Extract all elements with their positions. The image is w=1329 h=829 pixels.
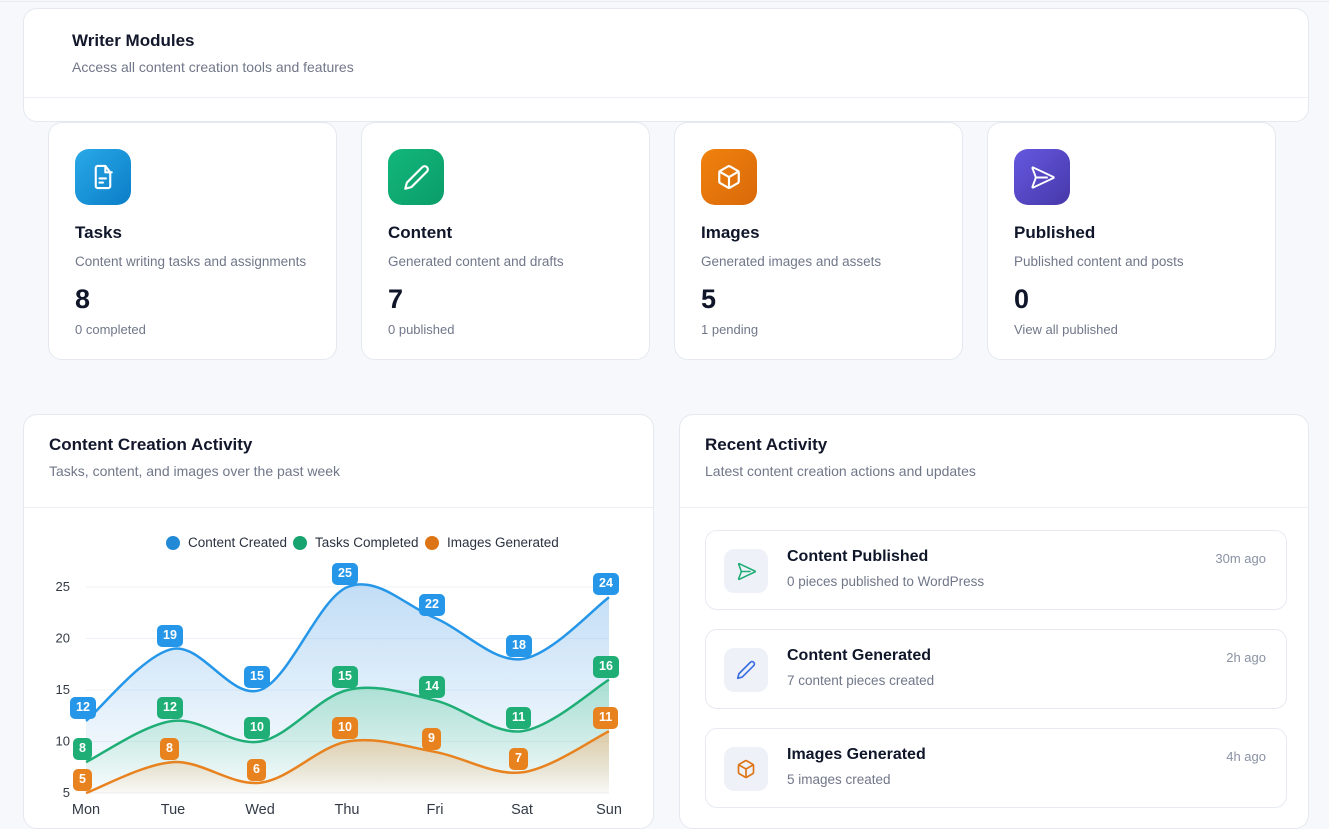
svg-text:15: 15 <box>56 682 70 697</box>
svg-text:Tue: Tue <box>161 802 185 818</box>
svg-text:Wed: Wed <box>245 802 275 818</box>
svg-text:5: 5 <box>63 785 70 800</box>
svg-text:20: 20 <box>56 631 70 646</box>
svg-text:Fri: Fri <box>427 802 444 818</box>
svg-text:25: 25 <box>56 579 70 594</box>
svg-text:Sun: Sun <box>596 802 622 818</box>
svg-text:Thu: Thu <box>335 802 360 818</box>
svg-text:Mon: Mon <box>72 802 100 818</box>
svg-text:Sat: Sat <box>511 802 533 818</box>
svg-text:10: 10 <box>56 734 70 749</box>
